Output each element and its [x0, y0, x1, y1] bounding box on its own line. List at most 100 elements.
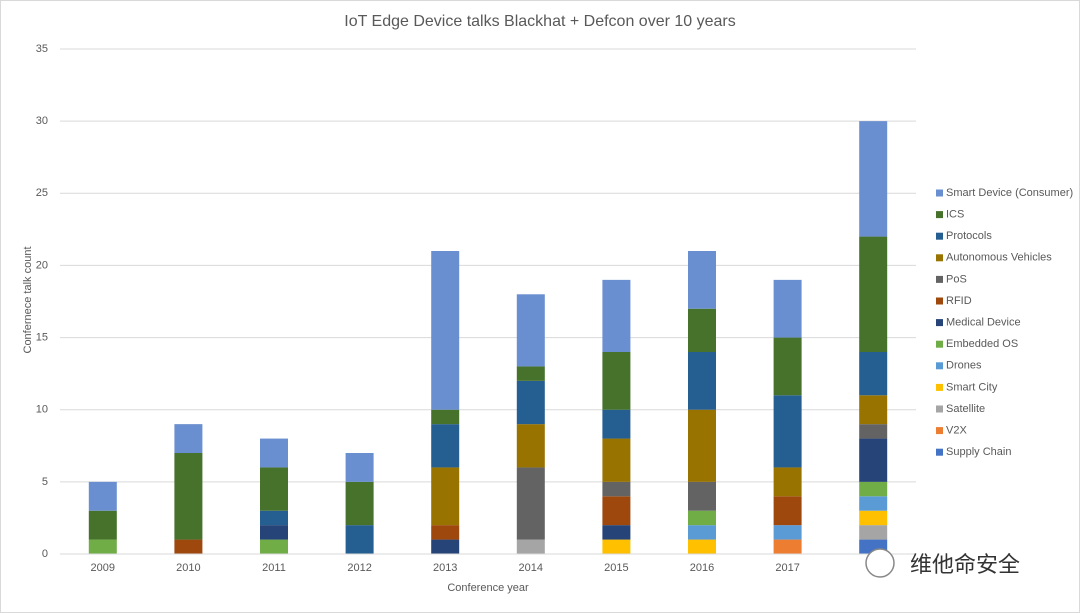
bar-segment: [345, 481, 374, 526]
bar-segment: [174, 539, 203, 554]
bar-segment: [859, 510, 888, 526]
watermark-icon: [865, 548, 895, 578]
bar-segment: [602, 496, 631, 526]
bar-segment: [602, 481, 631, 497]
legend-label: Autonomous Vehicles: [946, 252, 1052, 264]
y-tick-label: 35: [36, 43, 48, 55]
bar-segment: [431, 525, 460, 540]
bar-segment: [773, 525, 802, 540]
x-tick-label: 2017: [775, 562, 799, 574]
bar-segment: [602, 438, 631, 482]
y-tick-label: 10: [36, 404, 48, 416]
bar-segment: [602, 539, 631, 554]
x-axis-label: Conference year: [447, 582, 529, 594]
bar-segment: [859, 352, 888, 396]
legend-label: Smart Device (Consumer): [946, 187, 1073, 199]
x-tick-label: 2009: [91, 562, 115, 574]
bar-segment: [859, 424, 888, 439]
bar-segment: [174, 453, 203, 540]
legend-swatch: [936, 211, 943, 219]
bar-segment: [688, 409, 716, 482]
bar-segment: [345, 453, 374, 482]
bar-segment: [260, 525, 288, 540]
x-tick-label: 2014: [519, 562, 543, 574]
bar-segment: [859, 121, 888, 237]
watermark: 维他命安全: [910, 553, 1020, 578]
bar-segment: [773, 337, 802, 396]
bar-segment: [431, 251, 460, 410]
bar-segment: [260, 438, 288, 468]
bar-segment: [431, 467, 460, 526]
legend-label: Satellite: [946, 403, 985, 415]
bar-segment: [602, 409, 631, 439]
bar-segment: [688, 308, 716, 352]
bar-segment: [602, 279, 631, 352]
bar-segment: [859, 481, 888, 497]
y-tick-label: 5: [42, 476, 48, 488]
legend-swatch: [936, 405, 943, 413]
bar-segment: [859, 438, 888, 482]
bar-segment: [773, 467, 802, 497]
bar-segment: [602, 525, 631, 540]
y-axis-label: Confernece talk count: [22, 246, 34, 353]
bar-segment: [431, 539, 460, 554]
bar-segment: [859, 236, 888, 352]
legend-swatch: [936, 383, 943, 391]
bar-segment: [260, 510, 288, 526]
bar-segment: [859, 525, 888, 540]
bar-segment: [688, 352, 716, 410]
bar-segment: [88, 510, 117, 540]
x-tick-label: 2011: [262, 562, 286, 574]
bar-segment: [688, 510, 716, 526]
bar-segment: [345, 525, 374, 554]
bar-segment: [88, 481, 117, 511]
legend-swatch: [936, 362, 943, 370]
bar-segment: [88, 539, 117, 554]
bar-segment: [773, 539, 802, 554]
x-tick-label: 2015: [604, 562, 628, 574]
legend-swatch: [936, 297, 943, 305]
chart-title: IoT Edge Device talks Blackhat + Defcon …: [344, 13, 735, 30]
bar-segment: [773, 395, 802, 468]
bar-segment: [260, 467, 288, 511]
bar-segment: [260, 539, 288, 554]
bar-segment: [602, 352, 631, 410]
legend-label: ICS: [946, 209, 964, 221]
bar-segment: [516, 366, 545, 381]
legend-label: V2X: [946, 425, 967, 437]
legend-swatch: [936, 427, 943, 435]
y-tick-label: 15: [36, 331, 48, 343]
legend-label: Medical Device: [946, 317, 1021, 329]
legend-swatch: [936, 232, 943, 240]
bar-segment: [859, 395, 888, 425]
y-tick-label: 0: [42, 548, 48, 560]
x-tick-label: 2010: [176, 562, 200, 574]
bar-segment: [174, 424, 203, 453]
bar-segment: [859, 496, 888, 511]
legend-label: RFID: [946, 295, 972, 307]
x-tick-label: 2012: [347, 562, 371, 574]
x-tick-label: 2013: [433, 562, 457, 574]
legend-swatch: [936, 275, 943, 283]
bar-segment: [516, 424, 545, 468]
legend-label: Smart City: [946, 381, 998, 393]
y-tick-label: 25: [36, 187, 48, 199]
y-tick-label: 20: [36, 259, 48, 271]
legend-swatch: [936, 189, 943, 197]
legend-label: Protocols: [946, 230, 992, 242]
bar-segment: [688, 251, 716, 309]
bar-segment: [516, 380, 545, 425]
legend-label: PoS: [946, 273, 967, 285]
legend-label: Embedded OS: [946, 338, 1018, 350]
bar-segment: [516, 467, 545, 540]
bar-segment: [773, 279, 802, 338]
bar-segment: [516, 539, 545, 554]
bar-segment: [773, 496, 802, 526]
bar-segment: [431, 424, 460, 468]
bar-segment: [516, 294, 545, 367]
legend-swatch: [936, 448, 943, 456]
legend-label: Drones: [946, 360, 982, 372]
y-tick-label: 30: [36, 115, 48, 127]
bar-segment: [688, 525, 716, 540]
